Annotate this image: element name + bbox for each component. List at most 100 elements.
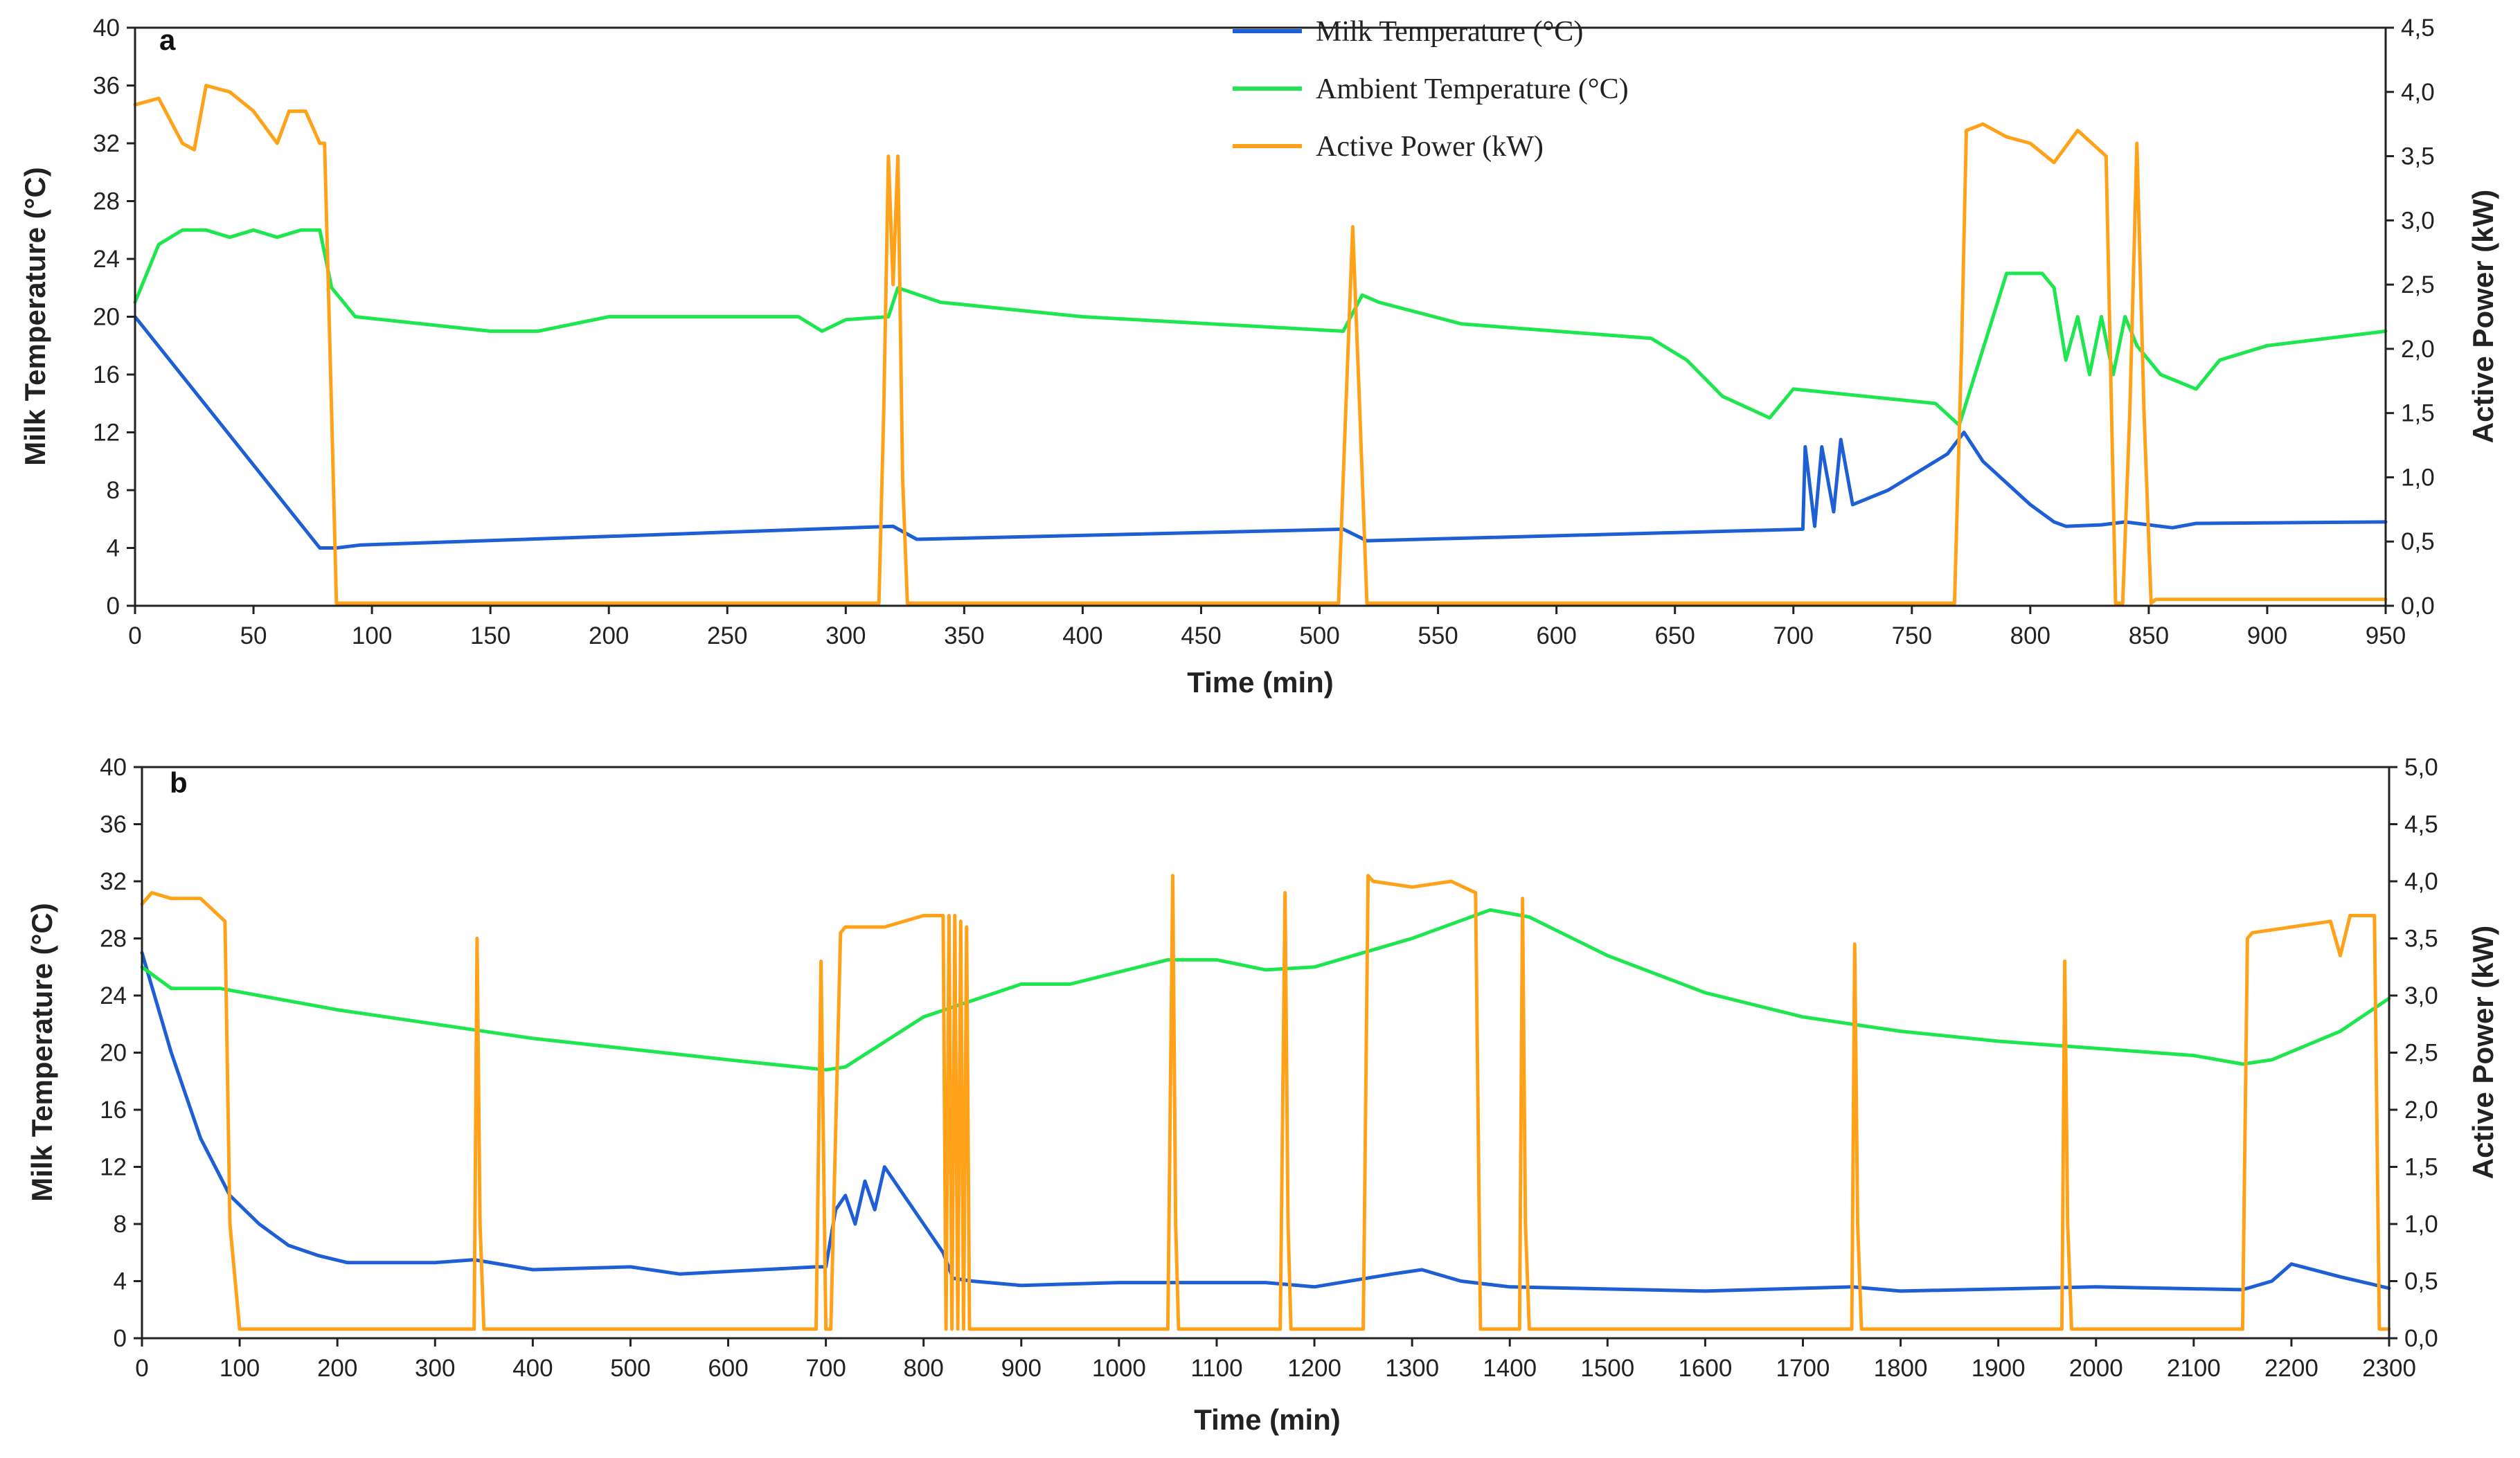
panel-b-label: b xyxy=(170,766,188,799)
panel-a-x-tick-label: 100 xyxy=(352,622,392,649)
panel-a-y2-tick-label: 0,0 xyxy=(2401,593,2435,620)
panel-b-x-tick-label: 1400 xyxy=(1483,1355,1537,1382)
panel-a-y-tick-label: 4 xyxy=(107,535,120,562)
panel-b-x-tick-label: 2200 xyxy=(2264,1355,2318,1382)
panel-b-y-tick-label: 20 xyxy=(100,1040,127,1067)
panel-b-y2-tick-label: 0,0 xyxy=(2404,1325,2438,1352)
legend-label-power: Active Power (kW) xyxy=(1316,131,1544,163)
panel-b-y2-axis-title: Active Power (kW) xyxy=(2467,926,2499,1179)
panel-b-y-axis-title: Milk Temperature (°C) xyxy=(26,903,58,1201)
panel-b-x-tick-label: 2300 xyxy=(2362,1355,2416,1382)
panel-a-y2-tick-label: 1,5 xyxy=(2401,400,2435,427)
panel-b-y2-tick-label: 2,0 xyxy=(2404,1097,2438,1124)
panel-a: 0 50 100 150 200 250 300 350 400 450 500 550 600 650 7… xyxy=(19,15,2499,699)
panel-b-y-tick-label: 40 xyxy=(100,754,127,781)
panel-b-x-tick-label: 1100 xyxy=(1190,1355,1242,1382)
panel-a-y-tick-label: 16 xyxy=(93,361,120,388)
panel-a-x-tick-label: 900 xyxy=(2247,622,2287,649)
panel-a-x-tick-label: 950 xyxy=(2366,622,2406,649)
panel-b-y2-tick-label: 4,5 xyxy=(2404,811,2438,838)
panel-b-y2-tick-label: 3,0 xyxy=(2404,982,2438,1009)
panel-a-x-tick-label: 0 xyxy=(128,622,141,649)
panel-b-y2-tick-label: 5,0 xyxy=(2404,754,2438,781)
panel-a-series-ambient-line xyxy=(133,228,2388,427)
panel-a-y2-tick-label: 2,0 xyxy=(2401,336,2435,363)
panel-a-y-tick-label: 8 xyxy=(107,477,120,504)
panel-b-x-tick-label: 600 xyxy=(708,1355,748,1382)
panel-a-y-tick-label: 0 xyxy=(107,593,120,620)
panel-b-x-tick-label: 200 xyxy=(317,1355,357,1382)
panel-b-y-tick-label: 16 xyxy=(100,1097,127,1124)
panel-b-series-power-line xyxy=(140,874,2391,1331)
panel-a-x-tick-label: 600 xyxy=(1536,622,1576,649)
panel-a-y2-tick-label: 4,5 xyxy=(2401,15,2435,42)
panel-a-x-tick-label: 550 xyxy=(1418,622,1458,649)
panel-b-x-tick-label: 2100 xyxy=(2167,1355,2221,1382)
panel-a-y-tick-label: 20 xyxy=(93,304,120,331)
panel-a-x-tick-label: 850 xyxy=(2129,622,2169,649)
panel-b-y-tick-label: 8 xyxy=(114,1211,127,1238)
panel-b-y2-tick-label: 1,5 xyxy=(2404,1154,2438,1181)
panel-a-y2-tick-label: 3,5 xyxy=(2401,143,2435,170)
panel-b-x-tick-label: 1300 xyxy=(1385,1355,1439,1382)
panel-b-x-axis-title: Time (min) xyxy=(1194,1403,1341,1436)
legend-label-ambient: Ambient Temperature (°C) xyxy=(1316,73,1629,105)
panel-a-x-tick-label: 400 xyxy=(1062,622,1102,649)
panel-b-x-tick-label: 800 xyxy=(903,1355,943,1382)
panel-b-x-tick-label: 0 xyxy=(135,1355,148,1382)
panel-b-x-tick-label: 100 xyxy=(220,1355,260,1382)
panel-b-y-tick-label: 0 xyxy=(114,1325,127,1352)
panel-a-y-axis-title: Milk Temperature (°C) xyxy=(19,167,51,465)
panel-a-y-tick-label: 32 xyxy=(93,130,120,157)
panel-b-x-tick-label: 1000 xyxy=(1092,1355,1146,1382)
panel-b-x-tick-label: 2000 xyxy=(2069,1355,2123,1382)
panel-b-y-tick-label: 12 xyxy=(100,1154,127,1181)
panel-a-x-axis-title: Time (min) xyxy=(1187,666,1334,699)
panel-b-y2-tick-label: 3,5 xyxy=(2404,926,2438,953)
panel-a-y2-tick-label: 2,5 xyxy=(2401,271,2435,298)
panel-b-x-tick-label: 1700 xyxy=(1776,1355,1830,1382)
panel-a-y2-tick-label: 3,0 xyxy=(2401,207,2435,234)
panel-a-y-tick-label: 40 xyxy=(93,15,120,42)
panel-b-x-tick-label: 1500 xyxy=(1580,1355,1634,1382)
panel-a-x-tick-label: 250 xyxy=(707,622,747,649)
panel-b-x-tick-label: 700 xyxy=(805,1355,846,1382)
panel-a-x-tick-label: 50 xyxy=(240,622,267,649)
panel-a-x-tick-label: 300 xyxy=(825,622,866,649)
panel-a-y-tick-label: 12 xyxy=(93,420,120,447)
panel-a-series-power-line xyxy=(133,84,2388,605)
panel-b-y2-tick-label: 2,5 xyxy=(2404,1040,2438,1067)
panel-a-x-tick-label: 350 xyxy=(944,622,984,649)
panel-b-y-tick-label: 4 xyxy=(114,1268,127,1295)
panel-a-x-tick-label: 150 xyxy=(470,622,510,649)
panel-a-y2-tick-label: 4,0 xyxy=(2401,79,2435,106)
panel-b-x-tick-label: 1800 xyxy=(1874,1355,1928,1382)
panel-b-y-tick-label: 32 xyxy=(100,868,127,895)
panel-b-x-tick-label: 500 xyxy=(610,1355,650,1382)
panel-a-y-tick-label: 36 xyxy=(93,73,120,100)
panel-b-x-tick-label: 1600 xyxy=(1678,1355,1732,1382)
panel-b-series-ambient-line xyxy=(140,908,2391,1072)
panel-a-series-milk-line xyxy=(133,315,2388,550)
panel-b-y-tick-label: 24 xyxy=(100,982,127,1009)
panel-b-x-tick-label: 400 xyxy=(512,1355,553,1382)
legend: Milk Temperature (°C) Ambient Temperatur… xyxy=(1233,16,1629,163)
panel-a-x-tick-label: 700 xyxy=(1773,622,1814,649)
panel-a-y2-axis-title: Active Power (kW) xyxy=(2467,190,2499,443)
panel-b-x-tick-label: 1200 xyxy=(1287,1355,1341,1382)
panel-a-x-tick-label: 200 xyxy=(589,622,629,649)
legend-label-milk: Milk Temperature (°C) xyxy=(1316,16,1583,48)
panel-a-x-tick-label: 750 xyxy=(1892,622,1932,649)
panel-b-y-tick-label: 28 xyxy=(100,926,127,953)
panel-b-x-tick-label: 900 xyxy=(1001,1355,1042,1382)
panel-b-y2-tick-label: 4,0 xyxy=(2404,868,2438,895)
panel-a-x-tick-label: 450 xyxy=(1181,622,1221,649)
panel-b-y2-tick-label: 0,5 xyxy=(2404,1268,2438,1295)
panel-a-label: a xyxy=(159,24,176,56)
panel-a-y-tick-label: 28 xyxy=(93,188,120,215)
panel-a-y2-tick-label: 1,0 xyxy=(2401,464,2435,491)
panel-b-x-tick-label: 1900 xyxy=(1972,1355,2026,1382)
panel-a-y-tick-label: 24 xyxy=(93,246,120,273)
